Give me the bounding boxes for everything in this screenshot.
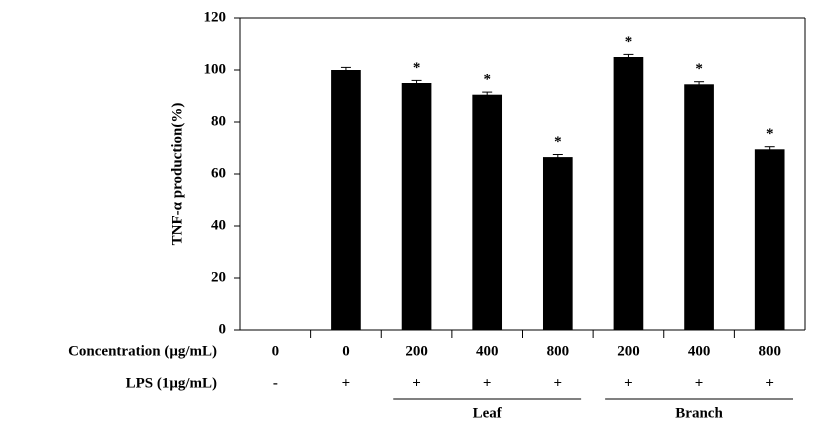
bar [331, 70, 361, 330]
row-value: - [273, 375, 278, 391]
y-tick-label: 40 [211, 217, 226, 233]
row-value: + [624, 375, 633, 391]
significance-mark: * [483, 72, 491, 88]
row-value: + [483, 375, 492, 391]
y-axis-label: TNF-α production(%) [169, 103, 185, 246]
group-label: Branch [675, 405, 723, 421]
row-value: 400 [476, 343, 499, 359]
row-value: + [695, 375, 704, 391]
row-label: LPS (1μg/mL) [126, 375, 217, 391]
error-bar [411, 79, 422, 86]
group-label: Leaf [473, 405, 503, 421]
row-value: + [342, 375, 351, 391]
y-tick-label: 60 [211, 165, 226, 181]
significance-mark: * [766, 126, 774, 142]
error-bar [764, 146, 775, 152]
row-value: 800 [547, 343, 570, 359]
row-value: 200 [617, 343, 640, 359]
row-label: Concentration (μg/mL) [68, 343, 217, 359]
error-bar [340, 66, 351, 73]
row-value: + [554, 375, 563, 391]
y-tick-label: 100 [204, 61, 227, 77]
significance-mark: * [625, 34, 633, 50]
row-value: + [765, 375, 774, 391]
error-bar [623, 53, 634, 60]
bar [401, 83, 432, 330]
row-value: 800 [758, 343, 781, 359]
y-tick-label: 120 [204, 9, 227, 25]
error-bar [694, 81, 705, 87]
bar [542, 157, 573, 330]
bar [472, 94, 503, 330]
y-tick-label: 20 [211, 269, 226, 285]
row-value: 200 [405, 343, 428, 359]
error-bar [552, 154, 563, 160]
bar [684, 84, 714, 330]
row-value: 400 [688, 343, 711, 359]
y-tick-label: 80 [211, 113, 226, 129]
y-tick-label: 0 [219, 321, 227, 337]
bar [613, 57, 644, 330]
bar [754, 149, 785, 330]
row-value: 0 [342, 343, 350, 359]
row-value: + [412, 375, 421, 391]
significance-mark: * [695, 61, 703, 77]
error-bar [482, 91, 493, 98]
significance-mark: * [554, 134, 562, 150]
significance-mark: * [413, 60, 421, 76]
row-value: 0 [272, 343, 280, 359]
